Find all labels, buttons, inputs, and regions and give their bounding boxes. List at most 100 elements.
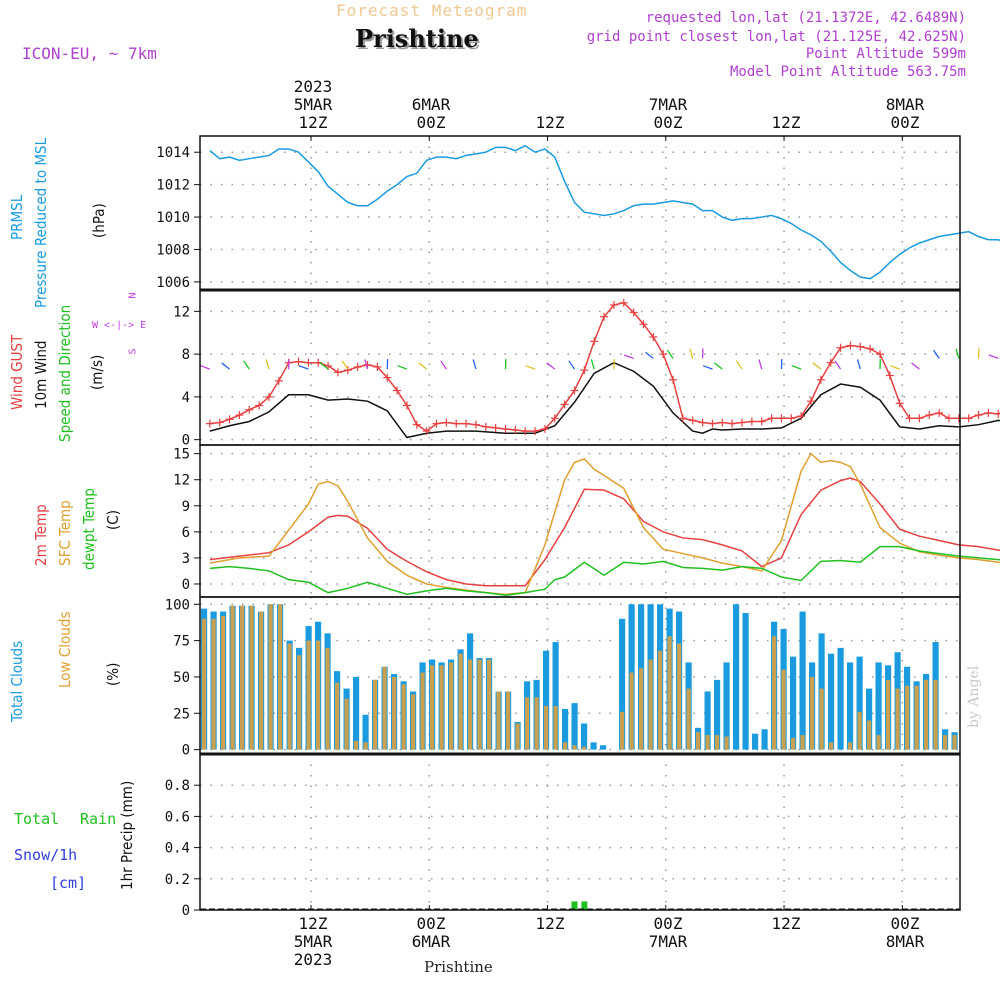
low-cloud-bar bbox=[810, 676, 815, 750]
low-cloud-bar bbox=[629, 672, 634, 750]
bottom-axis-label: 12Z 5MAR 2023 bbox=[293, 914, 333, 969]
low-cloud-bar bbox=[696, 732, 701, 750]
low-cloud-bar bbox=[487, 659, 492, 750]
low-cloud-bar bbox=[363, 742, 368, 750]
prmsl-line bbox=[209, 144, 1000, 280]
wind-arrow bbox=[689, 348, 694, 359]
low-cloud-bar bbox=[781, 669, 786, 750]
low-cloud-bar bbox=[316, 640, 321, 750]
low-cloud-bar bbox=[458, 653, 463, 750]
wind-arrow bbox=[666, 349, 674, 359]
total-cloud-bar bbox=[590, 742, 597, 750]
low-cloud-bar bbox=[344, 698, 349, 750]
top-axis-label: 6MAR 00Z bbox=[411, 95, 451, 132]
wind-10m-line bbox=[209, 361, 1000, 439]
low-cloud-bar bbox=[620, 711, 625, 750]
low-cloud-bar bbox=[382, 666, 387, 750]
low-cloud-bar bbox=[325, 647, 330, 750]
wind-arrow bbox=[932, 349, 940, 359]
wind-arrow bbox=[265, 359, 270, 370]
y-tick-label: 0 bbox=[182, 743, 190, 759]
requested-coords: requested lon,lat (21.1372E, 42.6489N) bbox=[645, 10, 966, 26]
wind-arrow bbox=[319, 362, 329, 370]
y-tick-label: 100 bbox=[165, 597, 190, 613]
dewpt-line bbox=[209, 545, 1000, 597]
y-tick-label: 12 bbox=[173, 304, 190, 320]
y-tick-label: 6 bbox=[182, 525, 190, 541]
y-tick-label: 1010 bbox=[156, 210, 190, 226]
total-cloud-bar bbox=[733, 604, 740, 750]
low-cloud-bar bbox=[572, 745, 577, 750]
total-cloud-bar bbox=[704, 691, 711, 750]
y-tick-label: 15 bbox=[173, 447, 190, 463]
bottom-axis-label: 00Z 6MAR bbox=[411, 914, 451, 951]
low-cloud-bar bbox=[420, 672, 425, 750]
low-cloud-bar bbox=[449, 662, 454, 750]
low-cloud-bar bbox=[373, 679, 378, 750]
low-cloud-bar bbox=[297, 655, 302, 750]
low-cloud-bar bbox=[306, 640, 311, 750]
wind-arrow bbox=[714, 362, 723, 370]
wind-arrow bbox=[758, 359, 763, 370]
wind-arrow bbox=[890, 365, 900, 370]
temp-2m-line bbox=[209, 477, 1000, 587]
low-cloud-bar bbox=[221, 615, 226, 750]
low-cloud-bar bbox=[268, 604, 273, 750]
low-cloud-bar bbox=[202, 618, 207, 750]
footer-location: Prishtine bbox=[424, 958, 493, 976]
total-cloud-bar bbox=[752, 733, 759, 750]
low-cloud-bar bbox=[211, 618, 216, 750]
low-cloud-bar bbox=[829, 742, 834, 750]
total-cloud-bar bbox=[619, 618, 626, 750]
low-cloud-bar bbox=[943, 735, 948, 750]
wind-arrow bbox=[243, 360, 250, 370]
low-cloud-bar bbox=[278, 604, 283, 750]
bottom-axis-label: 12Z bbox=[535, 914, 565, 933]
low-cloud-bar bbox=[240, 605, 245, 750]
y-tick-label: 1008 bbox=[156, 242, 190, 258]
wind-arrow bbox=[735, 360, 743, 370]
low-cloud-bar bbox=[477, 659, 482, 750]
low-cloud-bar bbox=[848, 742, 853, 750]
wind-arrow bbox=[812, 362, 822, 370]
y-tick-label: 0.8 bbox=[165, 778, 190, 794]
low-cloud-bar bbox=[230, 605, 235, 750]
total-cloud-bar bbox=[761, 729, 768, 750]
wind-arrow bbox=[200, 365, 211, 370]
wind-arrow bbox=[341, 360, 349, 370]
y-tick-label: 0 bbox=[182, 433, 190, 449]
total-cloud-bar bbox=[847, 662, 854, 750]
y-tick-label: 1014 bbox=[156, 145, 190, 161]
total-legend: Total bbox=[14, 810, 60, 828]
y-tick-label: 0 bbox=[182, 577, 190, 593]
top-axis-label: 8MAR 00Z bbox=[885, 95, 925, 132]
low-cloud-bar bbox=[867, 720, 872, 750]
total-cloud-bar bbox=[353, 676, 360, 750]
low-cloud-bar bbox=[933, 679, 938, 750]
rain-legend: Rain bbox=[80, 810, 117, 828]
low-cloud-bar bbox=[287, 643, 292, 750]
wind-arrow bbox=[988, 354, 999, 360]
total-cloud-bar bbox=[714, 679, 721, 750]
low-cloud-bar bbox=[553, 706, 558, 750]
y-tick-label: 8 bbox=[182, 347, 190, 363]
y-tick-label: 50 bbox=[173, 670, 190, 686]
bottom-axis-label: 12Z bbox=[771, 914, 801, 933]
low-cloud-bar bbox=[468, 659, 473, 750]
total-cloud-bar bbox=[799, 611, 806, 750]
y-tick-label: 25 bbox=[173, 706, 190, 722]
wind-arrow bbox=[955, 348, 960, 359]
low-cloud-bar bbox=[667, 636, 672, 750]
total-cloud-bar bbox=[581, 723, 588, 750]
total-cloud-bar bbox=[742, 612, 749, 750]
top-axis-label: 12Z bbox=[535, 113, 565, 132]
wind-arrow bbox=[525, 365, 536, 370]
y-tick-label: 0.2 bbox=[165, 872, 190, 888]
total-cloud-bar bbox=[837, 647, 844, 750]
wind-arrow bbox=[440, 360, 447, 370]
y-tick-label: 4 bbox=[182, 390, 190, 406]
low-cloud-bar bbox=[582, 746, 587, 750]
low-cloud-bar bbox=[772, 636, 777, 750]
low-cloud-bar bbox=[914, 685, 919, 750]
wind-arrow bbox=[397, 365, 408, 370]
